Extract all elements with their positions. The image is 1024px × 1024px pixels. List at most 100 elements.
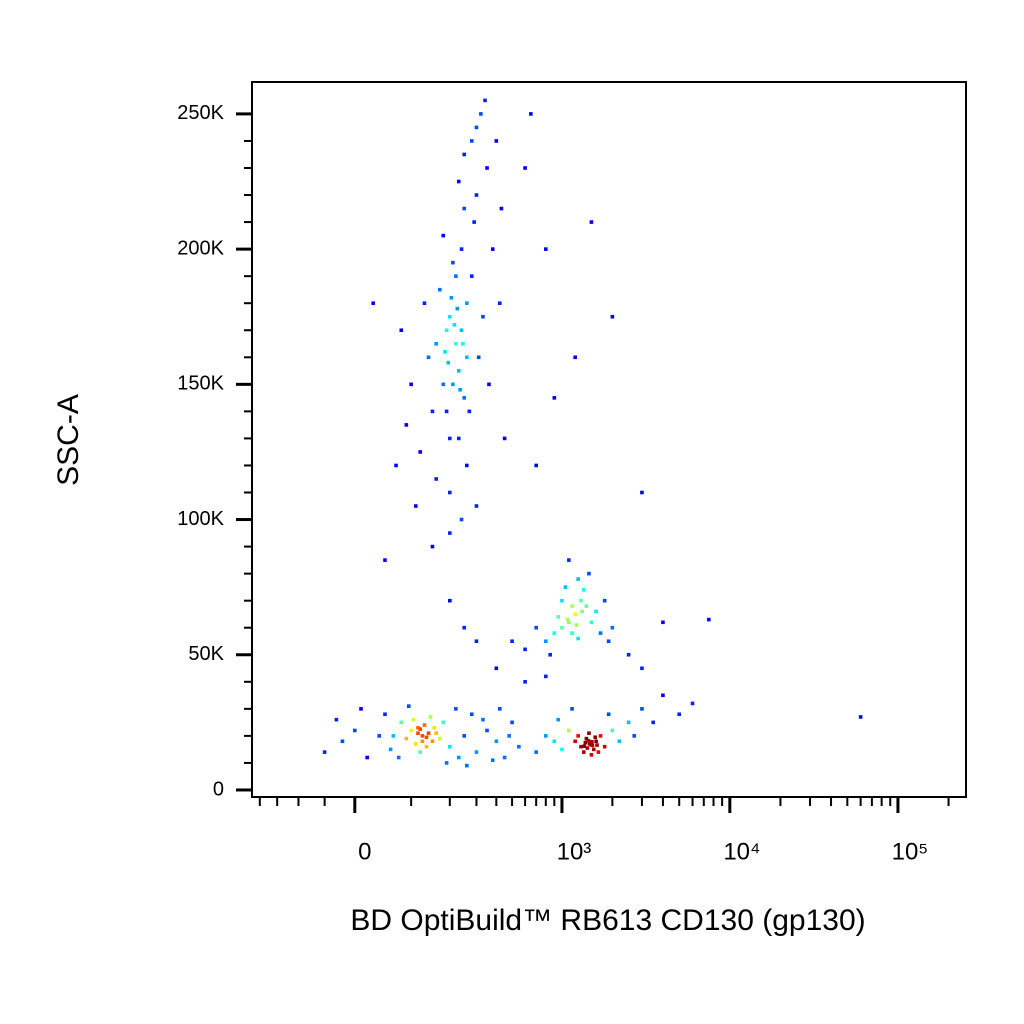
data-point: [430, 739, 435, 744]
data-point: [582, 744, 587, 748]
data-point: [469, 712, 474, 717]
data-point: [448, 744, 452, 749]
x-tick-label: 10⁴: [723, 838, 760, 865]
data-point: [707, 617, 711, 622]
data-point: [534, 625, 538, 630]
data-point: [365, 755, 369, 760]
data-point: [502, 436, 507, 441]
data-point: [576, 636, 580, 641]
data-point: [576, 734, 580, 738]
data-point: [576, 577, 580, 581]
data-point: [359, 707, 363, 711]
data-point: [574, 623, 579, 627]
data-point: [573, 355, 577, 360]
data-point: [434, 341, 439, 346]
data-point: [448, 436, 452, 441]
data-point: [651, 720, 655, 725]
data-point: [416, 725, 420, 730]
data-point: [594, 609, 598, 614]
data-point: [590, 740, 594, 744]
data-point: [523, 679, 527, 684]
data-point: [449, 295, 454, 300]
data-point: [396, 755, 401, 760]
y-axis-title: SSC-A: [52, 394, 85, 486]
data-point: [418, 727, 423, 731]
data-point: [494, 139, 499, 143]
data-point: [452, 323, 457, 327]
x-axis-title: BD OptiBuild™ RB613 CD130 (gp130): [350, 904, 865, 937]
data-point: [411, 717, 416, 722]
data-point: [430, 409, 435, 414]
data-point: [456, 179, 461, 184]
data-point: [610, 314, 615, 319]
data-point: [448, 531, 452, 535]
data-point: [424, 744, 429, 749]
data-point: [456, 369, 461, 373]
data-point: [448, 598, 452, 603]
data-point: [617, 739, 622, 744]
data-point: [455, 306, 460, 311]
data-point: [444, 761, 449, 765]
data-point: [451, 260, 455, 265]
data-point: [454, 341, 458, 346]
data-point: [434, 477, 439, 481]
data-point: [340, 739, 345, 744]
data-point: [573, 739, 577, 744]
data-point: [497, 707, 502, 711]
data-point: [494, 666, 499, 671]
data-point: [454, 707, 458, 711]
data-point: [472, 220, 476, 224]
data-point: [462, 734, 467, 738]
data-point: [640, 707, 644, 711]
data-point: [610, 728, 615, 733]
data-point: [632, 734, 637, 738]
data-point: [579, 598, 583, 603]
data-point: [606, 639, 611, 644]
y-tick-label: 50K: [188, 643, 224, 665]
data-point: [589, 753, 594, 757]
data-point: [479, 112, 483, 116]
data-point: [552, 396, 557, 400]
data-point: [570, 631, 574, 635]
data-point: [430, 544, 435, 549]
data-point: [579, 744, 583, 749]
data-point: [570, 707, 574, 711]
data-point: [353, 728, 357, 733]
data-point: [556, 615, 561, 619]
data-point: [552, 739, 557, 744]
data-point: [448, 314, 452, 319]
data-point: [394, 463, 398, 468]
data-point: [444, 328, 449, 333]
data-point: [420, 739, 425, 744]
data-point: [432, 725, 437, 730]
data-point: [474, 125, 479, 130]
data-point: [567, 728, 571, 733]
data-point: [589, 220, 594, 224]
data-point: [465, 463, 469, 468]
data-point: [438, 287, 442, 292]
data-point: [377, 734, 381, 738]
data-point: [490, 247, 495, 251]
data-point: [626, 652, 631, 657]
y-tick-label: 250K: [177, 102, 224, 124]
data-point: [459, 247, 464, 251]
data-point: [481, 314, 485, 319]
data-point: [409, 382, 413, 387]
data-point: [446, 360, 451, 365]
data-point: [388, 747, 393, 752]
data-point: [586, 738, 591, 743]
data-point: [592, 747, 596, 752]
data-point: [661, 620, 665, 625]
data-point: [459, 328, 464, 333]
data-point: [510, 720, 514, 725]
data-point: [424, 735, 429, 740]
data-point: [465, 763, 469, 768]
data-point: [565, 617, 570, 622]
data-point: [334, 717, 339, 722]
data-point: [494, 739, 499, 744]
data-point: [598, 631, 603, 635]
data-point: [490, 758, 495, 763]
data-point: [587, 731, 591, 735]
data-point: [426, 355, 431, 360]
data-point: [507, 734, 511, 738]
